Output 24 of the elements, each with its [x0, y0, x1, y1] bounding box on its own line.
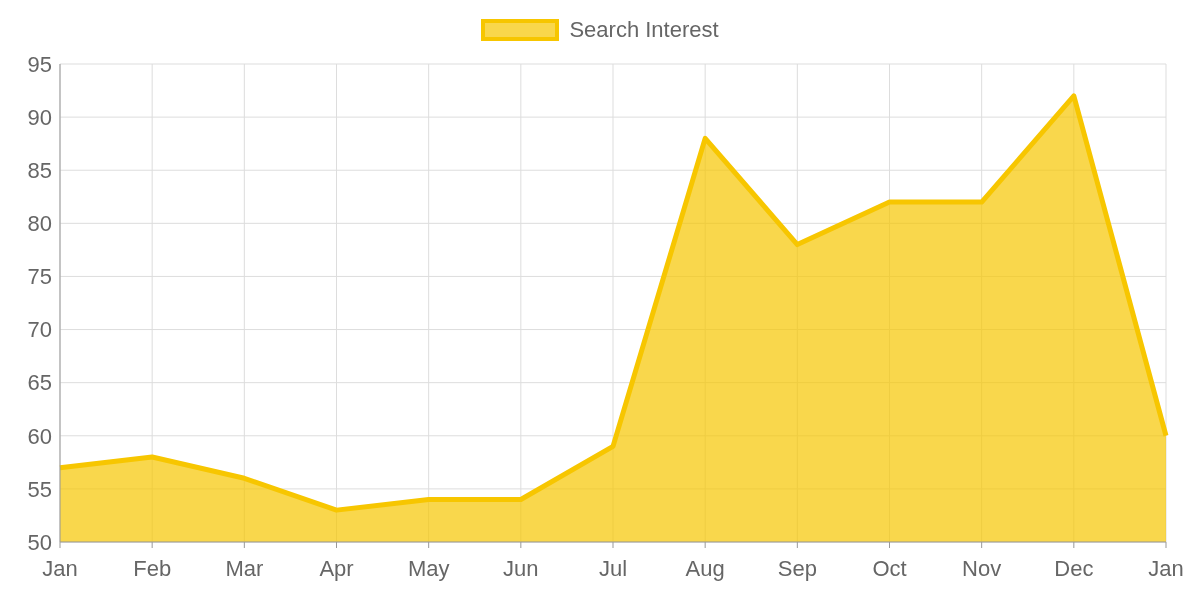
x-tick-label: Aug — [685, 555, 725, 581]
x-tick-label: Apr — [319, 555, 354, 581]
y-tick-label: 85 — [27, 158, 52, 184]
y-tick-label: 90 — [27, 104, 52, 130]
x-tick-label: Feb — [133, 555, 172, 581]
x-tick-label: Sep — [777, 555, 817, 581]
x-tick-label: Oct — [872, 555, 907, 581]
y-tick-label: 50 — [27, 529, 52, 555]
y-tick-label: 95 — [27, 51, 52, 77]
y-tick-label: 70 — [27, 317, 52, 343]
x-tick-label: Jan — [1148, 555, 1184, 581]
x-tick-label: Mar — [225, 555, 264, 581]
x-tick-label: Jan — [42, 555, 78, 581]
x-tick-label: Jul — [598, 555, 628, 581]
y-tick-label: 80 — [27, 211, 52, 237]
x-tick-label: Nov — [962, 555, 1002, 581]
x-tick-label: Jun — [503, 555, 539, 581]
x-tick-label: May — [407, 555, 450, 581]
y-tick-label: 75 — [27, 264, 52, 290]
legend-label: Search Interest — [569, 17, 719, 43]
y-tick-label: 65 — [27, 370, 52, 396]
x-tick-label: Dec — [1054, 555, 1094, 581]
y-tick-label: 55 — [27, 476, 52, 502]
y-tick-label: 60 — [27, 423, 52, 449]
